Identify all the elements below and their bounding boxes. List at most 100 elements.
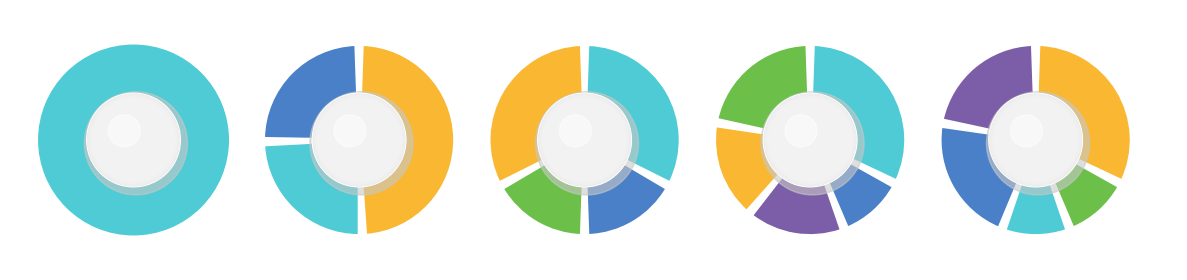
Circle shape xyxy=(544,99,626,181)
Circle shape xyxy=(84,92,188,195)
Circle shape xyxy=(317,98,401,182)
Wedge shape xyxy=(502,163,583,235)
Circle shape xyxy=(310,92,413,195)
Circle shape xyxy=(541,97,628,183)
Circle shape xyxy=(91,98,176,182)
Wedge shape xyxy=(361,45,455,235)
Circle shape xyxy=(542,98,627,182)
Circle shape xyxy=(535,92,639,195)
Circle shape xyxy=(768,98,852,182)
Circle shape xyxy=(541,97,628,183)
Circle shape xyxy=(559,115,591,147)
Circle shape xyxy=(315,95,404,185)
Circle shape xyxy=(88,95,179,185)
Circle shape xyxy=(768,98,852,182)
Wedge shape xyxy=(1037,45,1131,181)
Circle shape xyxy=(91,97,176,183)
Circle shape xyxy=(538,93,631,187)
Circle shape xyxy=(317,98,401,182)
Circle shape xyxy=(766,96,855,184)
Circle shape xyxy=(991,95,1080,185)
Circle shape xyxy=(89,95,178,185)
Circle shape xyxy=(992,97,1079,183)
Circle shape xyxy=(108,115,140,147)
Circle shape xyxy=(990,94,1081,186)
Circle shape xyxy=(769,99,851,181)
Circle shape xyxy=(990,94,1081,186)
Circle shape xyxy=(989,93,1083,187)
Circle shape xyxy=(90,96,177,184)
Circle shape xyxy=(317,98,401,182)
Circle shape xyxy=(992,97,1079,183)
Circle shape xyxy=(316,96,402,184)
Circle shape xyxy=(542,98,627,182)
Circle shape xyxy=(785,115,817,147)
Circle shape xyxy=(541,96,628,184)
Circle shape xyxy=(994,98,1078,182)
Wedge shape xyxy=(586,163,667,235)
Wedge shape xyxy=(1054,162,1119,228)
Circle shape xyxy=(995,99,1077,181)
Circle shape xyxy=(89,96,178,184)
Circle shape xyxy=(994,98,1078,182)
Circle shape xyxy=(991,95,1080,185)
Circle shape xyxy=(91,98,176,182)
Circle shape xyxy=(991,96,1080,184)
Circle shape xyxy=(90,97,177,183)
Circle shape xyxy=(90,97,177,183)
Circle shape xyxy=(540,95,629,185)
Circle shape xyxy=(991,95,1080,185)
Wedge shape xyxy=(829,162,894,228)
Circle shape xyxy=(764,95,856,185)
Circle shape xyxy=(88,94,179,186)
Circle shape xyxy=(318,99,400,181)
Circle shape xyxy=(764,94,856,186)
Circle shape xyxy=(541,97,628,183)
Circle shape xyxy=(994,98,1078,182)
Wedge shape xyxy=(489,45,583,183)
Circle shape xyxy=(315,96,404,184)
Wedge shape xyxy=(38,45,229,235)
Circle shape xyxy=(539,94,630,186)
Circle shape xyxy=(542,97,627,183)
Circle shape xyxy=(766,96,855,184)
Wedge shape xyxy=(1005,183,1067,235)
Circle shape xyxy=(89,95,178,185)
Circle shape xyxy=(540,95,629,185)
Wedge shape xyxy=(812,45,906,181)
Circle shape xyxy=(312,93,406,187)
Circle shape xyxy=(767,97,853,183)
Circle shape xyxy=(986,92,1090,195)
Circle shape xyxy=(316,97,402,183)
Circle shape xyxy=(764,95,856,185)
Wedge shape xyxy=(942,45,1034,130)
Circle shape xyxy=(766,95,855,185)
Circle shape xyxy=(89,96,178,184)
Wedge shape xyxy=(940,126,1018,228)
Circle shape xyxy=(767,97,853,183)
Circle shape xyxy=(766,95,855,185)
Circle shape xyxy=(539,95,630,185)
Circle shape xyxy=(90,97,177,183)
Circle shape xyxy=(1010,115,1042,147)
Circle shape xyxy=(991,96,1080,184)
Circle shape xyxy=(87,93,180,187)
Circle shape xyxy=(88,94,179,186)
Wedge shape xyxy=(264,45,357,139)
Circle shape xyxy=(91,98,176,182)
Circle shape xyxy=(767,97,853,183)
Circle shape xyxy=(315,96,404,184)
Circle shape xyxy=(764,94,856,186)
Wedge shape xyxy=(717,45,808,130)
Circle shape xyxy=(542,98,627,182)
Circle shape xyxy=(91,98,176,182)
Circle shape xyxy=(313,95,405,185)
Circle shape xyxy=(540,96,629,184)
Circle shape xyxy=(768,97,852,183)
Circle shape xyxy=(316,97,402,183)
Circle shape xyxy=(761,92,864,195)
Circle shape xyxy=(542,98,627,182)
Circle shape xyxy=(540,96,629,184)
Circle shape xyxy=(316,97,402,183)
Wedge shape xyxy=(715,126,780,211)
